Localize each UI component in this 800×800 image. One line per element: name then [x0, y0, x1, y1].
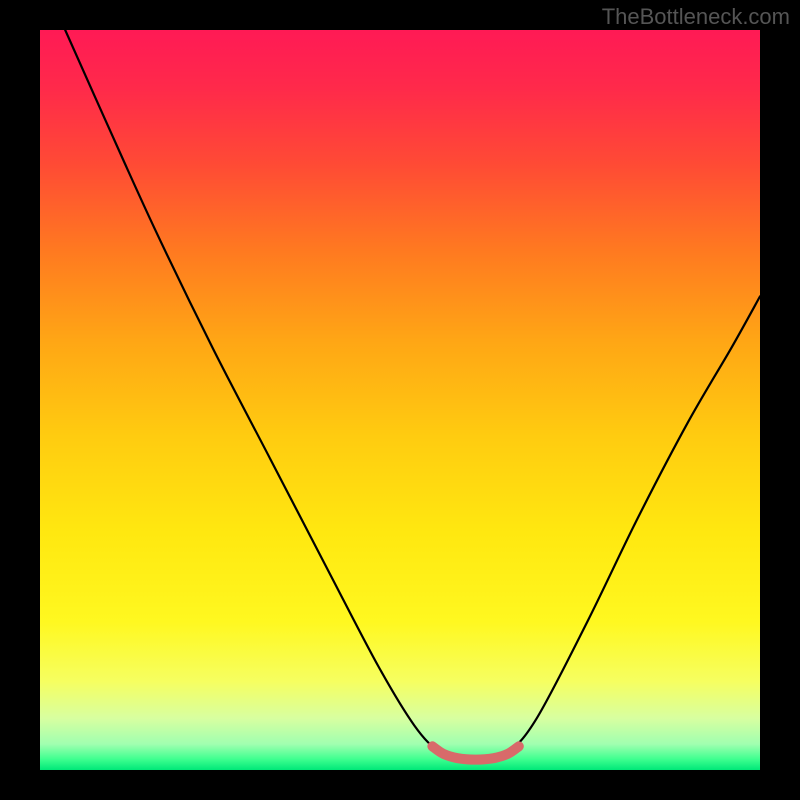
bottleneck-chart-svg: [0, 0, 800, 800]
gradient-background: [40, 30, 760, 770]
chart-root: TheBottleneck.com: [0, 0, 800, 800]
watermark-text: TheBottleneck.com: [602, 4, 790, 30]
